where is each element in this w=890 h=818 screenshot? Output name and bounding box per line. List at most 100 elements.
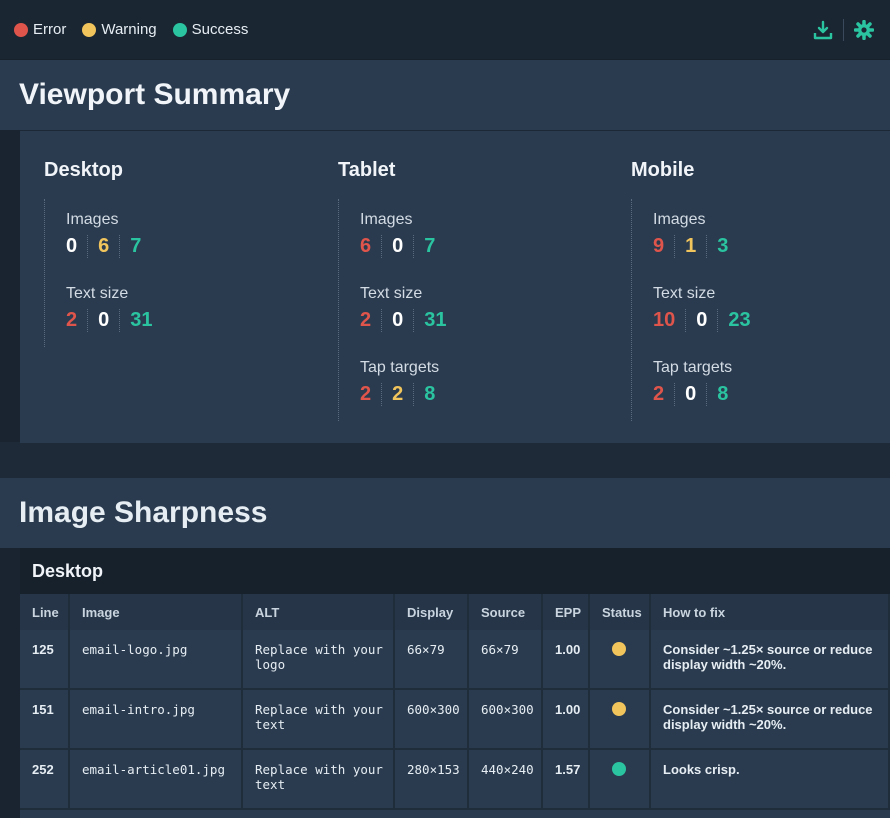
error-count: 0 [66,235,89,258]
device-title: Tablet [338,159,396,181]
warning-count: 0 [696,309,719,332]
cell-display: 66×79 [395,630,469,690]
device-metrics: Images 9 1 3 Text size 10 0 23 [631,199,771,421]
error-count: 10 [653,309,687,332]
cell-alt: Replace with your text [243,690,395,750]
status-legend: Error Warning Success [14,21,248,38]
warning-count: 2 [392,383,415,406]
metric-counts: 0 6 7 [66,235,173,258]
warning-count: 0 [98,309,121,332]
device-mobile: Mobile Images 9 1 3 Text size 10 0 23 [631,159,751,421]
toolbar [811,18,876,42]
col-header-display[interactable]: Display [395,594,469,630]
cell-how-to-fix: Looks crisp. [651,750,890,810]
col-header-epp[interactable]: EPP [543,594,590,630]
table-row[interactable]: 252 email-article01.jpg Replace with you… [20,750,890,810]
metric-text-size: Text size 2 0 31 [66,273,173,347]
device-title: Desktop [44,159,123,181]
legend-label: Warning [101,21,157,38]
cell-how-to-fix: Consider ~1.25× source or reduce display… [651,690,890,750]
legend-warning: Warning [82,21,157,38]
success-count: 3 [717,235,729,257]
cell-source: 600×300 [469,690,543,750]
sharpness-table: Line Image ALT Display Source EPP Status… [20,594,890,810]
success-count: 7 [424,235,436,257]
settings-button[interactable] [852,18,876,42]
legend-label: Success [191,21,249,38]
device-metrics: Images 0 6 7 Text size 2 0 31 [44,199,173,347]
device-title: Mobile [631,159,695,181]
cell-epp: 1.00 [543,690,590,750]
metric-counts: 2 0 8 [653,383,771,406]
device-tablet: Tablet Images 6 0 7 Text size 2 0 31 [338,159,447,421]
success-count: 8 [424,383,436,405]
metric-counts: 10 0 23 [653,309,771,332]
success-dot-icon [172,22,187,37]
error-count: 2 [653,383,676,406]
cell-image: email-logo.jpg [70,630,243,690]
cell-alt: Replace with your text [243,750,395,810]
cell-line: 252 [20,750,70,810]
cell-source: 440×240 [469,750,543,810]
col-header-how-to-fix[interactable]: How to fix [651,594,890,630]
image-sharpness-heading: Image Sharpness [0,478,890,548]
cell-epp: 1.00 [543,630,590,690]
error-count: 2 [360,383,383,406]
success-count: 31 [424,309,447,331]
image-sharpness-section: Desktop Line Image ALT Display Source EP… [0,548,890,818]
device-desktop: Desktop Images 0 6 7 Text size 2 0 31 [44,159,153,347]
table-row[interactable]: 125 email-logo.jpg Replace with your log… [20,630,890,690]
metric-tap-targets: Tap targets 2 2 8 [360,347,467,421]
warning-dot-icon [82,22,97,37]
section-gap [0,442,890,478]
col-header-line[interactable]: Line [20,594,70,630]
viewport-summary: Desktop Images 0 6 7 Text size 2 0 31 [0,130,890,443]
toolbar-divider [843,18,844,41]
success-count: 7 [130,235,142,257]
col-header-image[interactable]: Image [70,594,243,630]
metric-label: Images [653,211,706,228]
metric-counts: 2 0 31 [360,309,467,332]
left-gutter [0,548,20,818]
sharpness-panel: Desktop Line Image ALT Display Source EP… [20,548,890,818]
warning-status-icon [612,642,626,656]
cell-epp: 1.57 [543,750,590,810]
success-status-icon [612,762,626,776]
cell-image: email-article01.jpg [70,750,243,810]
warning-count: 0 [392,235,415,258]
device-metrics: Images 6 0 7 Text size 2 0 31 [338,199,467,421]
col-header-status[interactable]: Status [590,594,651,630]
cell-line: 151 [20,690,70,750]
cell-alt: Replace with your logo [243,630,395,690]
cell-source: 66×79 [469,630,543,690]
col-header-source[interactable]: Source [469,594,543,630]
metric-counts: 9 1 3 [653,235,771,258]
metric-text-size: Text size 10 0 23 [653,273,771,347]
error-count: 9 [653,235,676,258]
table-row[interactable]: 151 email-intro.jpg Replace with your te… [20,690,890,750]
download-button[interactable] [811,18,835,42]
metric-images: Images 9 1 3 [653,199,771,273]
cell-how-to-fix: Consider ~1.25× source or reduce display… [651,630,890,690]
error-count: 6 [360,235,383,258]
cell-status [590,630,651,690]
error-count: 2 [66,309,89,332]
cell-status [590,750,651,810]
metric-counts: 2 2 8 [360,383,467,406]
metric-tap-targets: Tap targets 2 0 8 [653,347,771,421]
warning-count: 0 [685,383,708,406]
download-icon [813,20,833,39]
gear-icon [854,19,874,40]
col-header-alt[interactable]: ALT [243,594,395,630]
metric-label: Images [360,211,413,228]
metric-label: Text size [66,285,129,302]
cell-status [590,690,651,750]
left-gutter [0,130,20,442]
success-count: 31 [130,309,153,331]
metric-images: Images 6 0 7 [360,199,467,273]
cell-line: 125 [20,630,70,690]
warning-status-icon [612,702,626,716]
top-bar: Error Warning Success [0,0,890,60]
metric-counts: 2 0 31 [66,309,173,332]
viewport-summary-heading: Viewport Summary [0,60,890,130]
